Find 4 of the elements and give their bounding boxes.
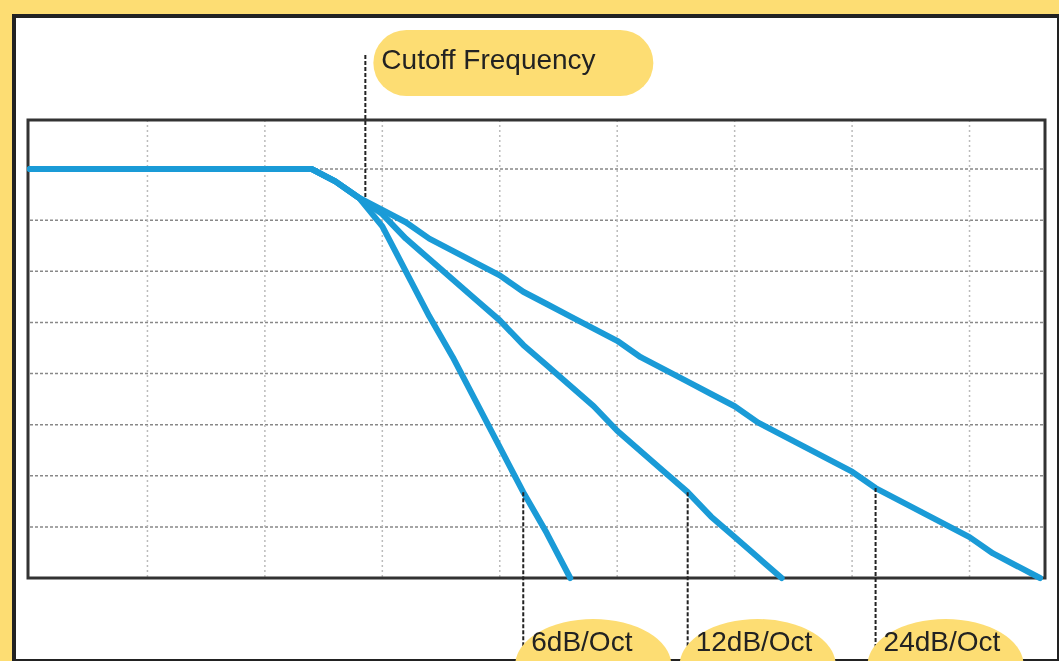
- text: 12dB/Oct: [695, 626, 813, 657]
- text: 24dB/Oct: [883, 626, 1001, 657]
- text: 6dB/Oct: [531, 626, 633, 657]
- text: Cutoff Frequency: [381, 44, 596, 75]
